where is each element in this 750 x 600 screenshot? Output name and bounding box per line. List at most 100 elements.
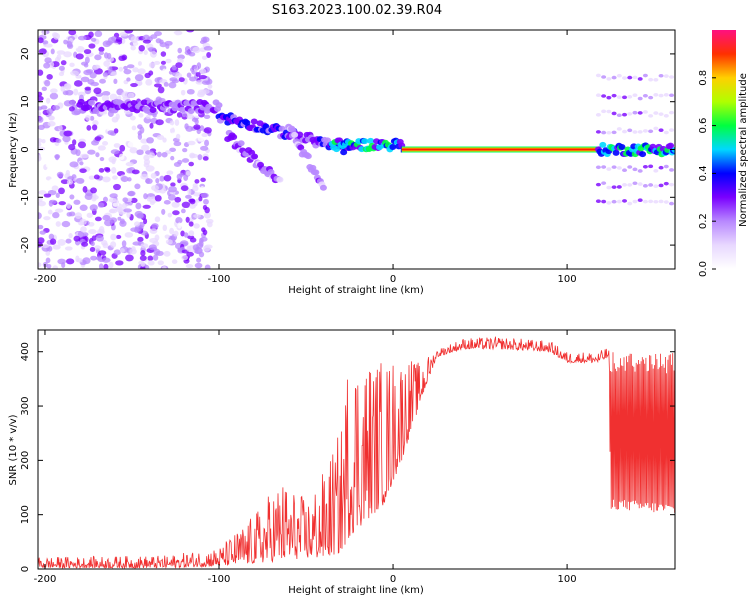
spectrogram-ridge-blob [304,153,312,160]
spectrogram-blob [70,70,79,76]
spectrogram-blob [171,79,179,84]
spectrogram-blob [94,54,102,61]
spectrogram-blob [144,72,151,79]
spectrogram-band-blob [653,199,659,204]
snr-series-line [37,336,675,570]
spectrogram-blob [201,227,206,233]
spectrogram-blob [142,39,151,44]
spectrogram-band-blob [648,114,654,118]
spectrogram-blob [181,201,191,209]
spectrogram-blob [134,183,141,190]
spectrogram-blob [185,216,190,223]
spectrogram-blob [140,173,149,180]
spectrogram-blob [163,250,171,257]
spectrogram-x-tick-label: -100 [208,274,231,285]
spectrogram-blob [77,230,84,238]
spectrogram-band-blob [642,199,648,204]
spectrogram-blob [184,123,189,130]
spectrogram-blob [169,227,175,235]
spectrogram-blob [183,232,189,238]
spectrogram-blob [38,91,43,97]
spectrogram-main-ridge-core [401,148,599,151]
spectrogram-ridge-blob [291,131,299,138]
spectrogram-blob [113,143,121,148]
spectrogram-blob [109,217,118,223]
spectrogram-band-blob [622,76,628,80]
spectrogram-blob [195,72,201,77]
spectrogram-blob [86,212,93,218]
spectrogram-blob [73,41,79,49]
spectrogram-blob [175,72,183,79]
spectrogram-blob [75,53,84,60]
spectrogram-blob [122,197,129,203]
spectrogram-band-blob [606,109,612,114]
spectrogram-band-blob [622,95,628,100]
spectrogram-blob [75,132,80,137]
spectrogram-blob [38,106,43,111]
spectrogram-ridge-blob [178,106,186,113]
spectrogram-band-blob [606,130,612,135]
spectrogram-blob [123,65,128,70]
spectrogram-blob [108,198,117,203]
spectrogram-blob [108,66,113,74]
spectrogram-blob [38,224,44,230]
spectrogram-blob [177,159,183,165]
spectrogram-blob [199,68,207,75]
spectrogram-band-blob [637,169,643,173]
colorbar-tick-label: 0.8 [698,70,709,86]
spectrogram-ridge-blob [77,98,85,105]
spectrogram-band-blob [606,201,612,205]
colorbar-label: Normalized spectral amplitude [738,73,749,227]
spectrogram-ridge-blob [324,137,332,144]
spectrogram-blob [55,221,61,227]
spectrogram-band-blob [653,126,659,131]
spectrogram-blob [102,91,111,96]
spectrogram-y-axis-label: Frequency (Hz) [8,112,19,188]
spectrogram-ridge-blob [296,131,304,138]
colorbar-tick-label: 0.2 [698,213,709,229]
spectrogram-blob [101,94,110,102]
spectrogram-blob [72,139,77,146]
spectrogram-blob [147,260,155,266]
spectrogram-blob [157,86,165,94]
spectrogram-blob [111,42,119,47]
spectrogram-blob [187,188,192,196]
spectrogram-blob [99,156,105,162]
spectrogram-blob [115,234,122,240]
spectrogram-blob [81,241,89,247]
spectrogram-blob [48,115,55,121]
spectrogram-blob [92,192,97,198]
spectrogram-blob [167,194,176,201]
spectrogram-blob [153,83,162,88]
spectrogram-blob [80,226,87,233]
spectrogram-band-blob [669,201,675,206]
spectrogram-ridge-blob [276,176,284,183]
spectrogram-blob [137,236,144,243]
spectrogram-blob [165,58,172,64]
spectrogram-blob [193,213,201,219]
snr-y-ticks: 0 100 200 300 400 [20,342,675,572]
spectrogram-blob [126,64,135,69]
spectrogram-blob [73,80,83,87]
spectrogram-blob [199,186,205,192]
snr-x-tick-label: -200 [34,574,57,585]
spectrogram-band-blob [669,110,675,115]
spectrogram-blob [189,204,196,209]
spectrogram-blob [102,40,111,48]
spectrogram-blob [63,39,68,45]
spectrogram-band-blob [611,185,617,189]
spectrogram-blob [165,43,170,49]
spectrogram-blob [56,120,65,126]
spectrogram-blob [173,30,183,36]
spectrogram-blob [149,122,154,129]
spectrogram-blob [155,250,164,257]
spectrogram-blob [68,143,76,151]
snr-frame [37,329,676,570]
spectrogram-blob [58,201,66,206]
spectrogram-blob [73,235,81,242]
spectrogram-blob [38,237,45,244]
spectrogram-blob [68,233,73,239]
spectrogram-blob [180,230,185,237]
spectrogram-band-blob [642,110,648,114]
spectrogram-blob [89,115,95,121]
